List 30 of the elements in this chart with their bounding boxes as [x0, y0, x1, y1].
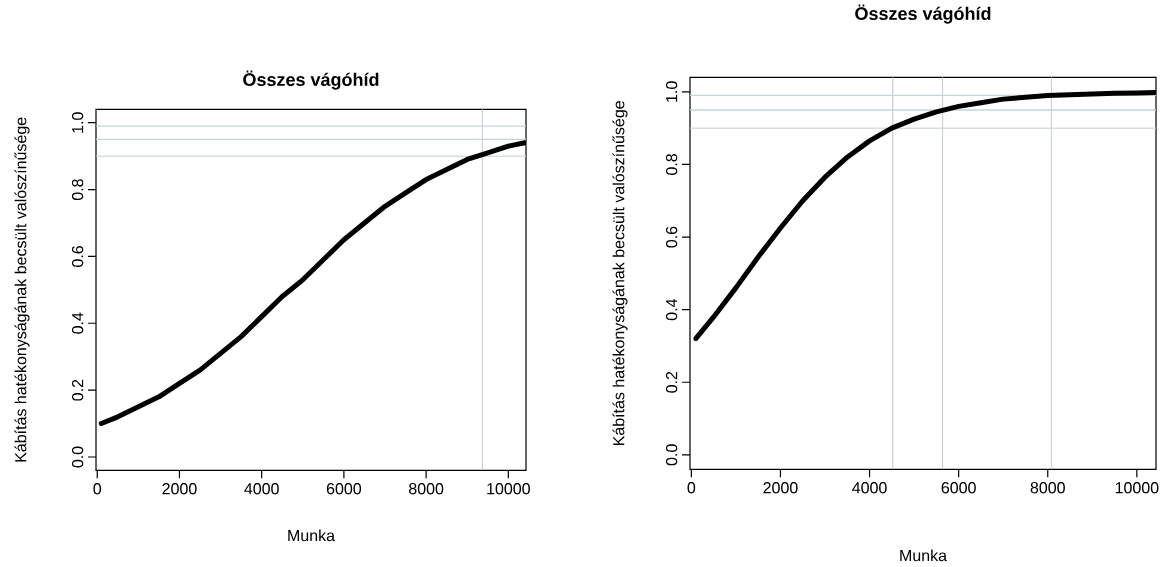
x-tick-label: 0: [93, 482, 102, 495]
y-tick-label: 0.0: [71, 446, 84, 468]
x-tick-label: 8000: [409, 482, 444, 495]
x-axis-title: Munka: [900, 549, 947, 562]
x-axis-title: Munka: [288, 529, 335, 542]
x-tick-label: 6000: [326, 482, 362, 495]
y-axis-title: Kábítás hatékonyságának becsült valószínűsége: [612, 100, 628, 445]
y-axis-title: Kábítás hatékonyságának becsült valószínűsége: [14, 117, 30, 462]
y-tick-label: 1.0: [665, 81, 678, 102]
y-tick-label: 0.8: [665, 153, 678, 175]
x-tick-label: 4000: [244, 482, 279, 495]
y-tick-label: 0.0: [665, 444, 678, 466]
x-tick-label: 2000: [763, 481, 798, 494]
y-tick-label: 0.2: [665, 371, 678, 393]
x-tick-label: 10000: [1115, 481, 1159, 494]
x-tick-label: 4000: [852, 481, 887, 494]
chart-title: Összes vágóhíd: [855, 4, 991, 24]
x-tick-label: 2000: [162, 482, 197, 495]
x-tick-label: 10000: [487, 482, 530, 495]
y-tick-label: 0.6: [665, 226, 678, 248]
y-tick-label: 0.4: [665, 298, 678, 320]
y-tick-label: 1.0: [71, 112, 84, 133]
y-tick-label: 0.2: [71, 379, 84, 401]
y-tick-label: 0.8: [71, 178, 84, 200]
x-tick-label: 6000: [941, 481, 976, 494]
y-tick-label: 0.6: [71, 245, 84, 267]
y-tick-label: 0.4: [71, 312, 84, 334]
x-tick-label: 0: [687, 481, 696, 494]
x-tick-label: 8000: [1030, 481, 1065, 494]
chart-title: Összes vágóhíd: [243, 70, 379, 90]
